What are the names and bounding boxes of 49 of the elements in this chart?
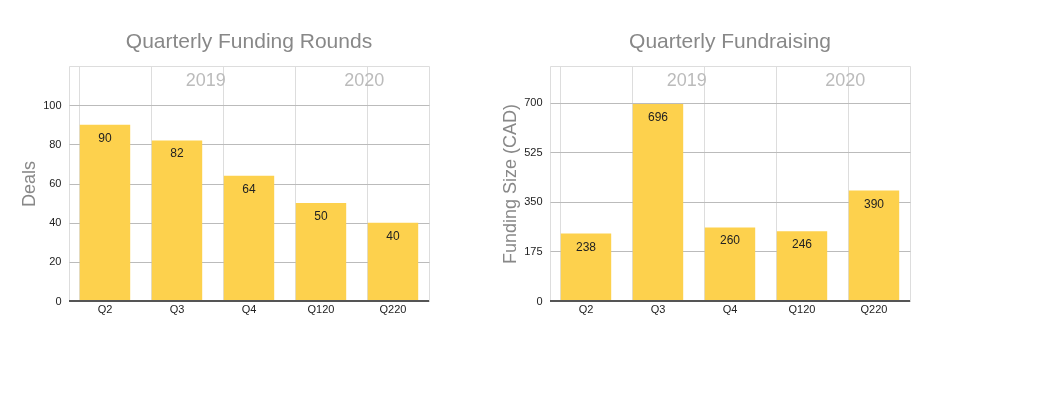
y-tick-label: 100 [43,98,62,111]
y-tick-label: 20 [49,255,62,268]
annotation: 2020 [344,70,385,90]
x-tick-label: Q4 [722,302,738,315]
bar [295,203,347,301]
bar [560,233,612,301]
data-label: 64 [242,181,256,196]
y-tick-label: 0 [536,294,543,307]
annotation: 2020 [825,70,866,90]
x-tick-label: Q220 [379,302,407,315]
bar [848,190,900,301]
data-label: 260 [719,233,741,248]
x-tick-label: Q2 [97,302,113,315]
x-tick-label: Q3 [650,302,666,315]
y-tick-label: 350 [524,195,543,208]
x-tick-label: Q120 [307,302,335,315]
x-tick-label: Q120 [788,302,816,315]
chart-title: Quarterly Funding Rounds [125,29,373,52]
chart-title: Quarterly Fundraising [629,29,831,52]
annotation: 2019 [185,70,226,90]
x-tick-label: Q4 [241,302,257,315]
data-label: 50 [314,209,328,224]
data-label: 40 [386,228,400,243]
bar [632,103,684,301]
bar [79,124,131,301]
y-tick-label: 175 [524,244,543,257]
bar [151,140,203,301]
data-label: 696 [647,109,669,124]
annotation: 2019 [666,70,707,90]
data-label: 90 [98,130,112,145]
y-axis-title: Deals [19,160,40,208]
bar [704,227,756,301]
y-axis-title: Funding Size (CAD) [500,103,521,265]
data-label: 390 [863,196,885,211]
bar [223,175,275,301]
bar [776,231,828,301]
y-tick-label: 60 [49,177,62,189]
y-tick-label: 40 [49,216,62,229]
x-tick-label: Q3 [169,302,185,315]
x-tick-label: Q2 [578,302,594,315]
data-label: 82 [170,146,184,161]
y-tick-label: 525 [524,145,543,158]
y-tick-label: 0 [55,294,62,307]
data-label: 238 [575,239,597,254]
y-tick-label: 80 [49,137,62,150]
y-tick-label: 700 [524,96,543,109]
bar [367,222,419,301]
x-tick-label: Q220 [860,302,888,315]
data-label: 246 [791,237,813,252]
